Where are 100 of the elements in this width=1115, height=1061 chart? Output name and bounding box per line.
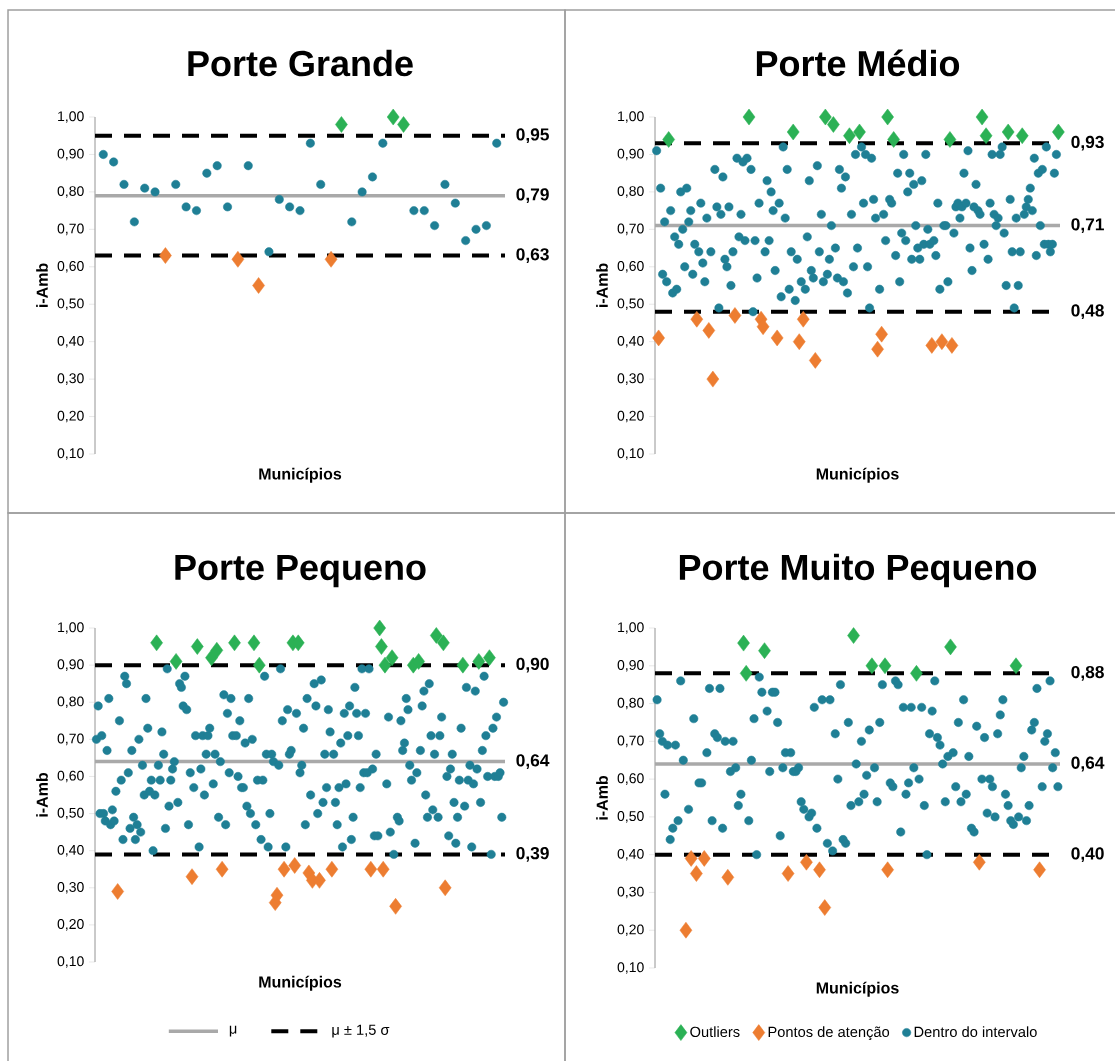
point: [202, 168, 212, 178]
point: [109, 157, 119, 167]
point: [461, 236, 471, 246]
point: [419, 206, 429, 216]
point: [375, 638, 388, 655]
y-tick-label: 0,20: [57, 410, 84, 423]
point: [412, 653, 425, 670]
legend-label: Outliers: [690, 1026, 740, 1038]
ref-line-label: 0,48: [1071, 304, 1104, 320]
point: [813, 861, 826, 879]
text: μ: [229, 1025, 237, 1037]
point: [847, 627, 860, 644]
y-tick-label: 0,30: [617, 886, 644, 899]
point: [129, 217, 139, 227]
point: [376, 860, 390, 878]
ref-line-label: 0,40: [1071, 847, 1104, 863]
y-axis-title: i-Amb: [596, 776, 608, 820]
point: [471, 224, 481, 234]
point: [373, 619, 386, 637]
x-axis-title: Municípios: [816, 981, 899, 997]
point: [347, 217, 357, 227]
point: [887, 131, 900, 148]
point: [437, 634, 450, 652]
y-tick-label: 0,50: [57, 298, 84, 311]
chart-title: Porte Pequeno: [175, 555, 426, 588]
point: [253, 656, 266, 674]
point: [827, 116, 840, 133]
chart-title: Porte Grande: [188, 49, 413, 77]
x-axis-title: Municípios: [259, 467, 342, 483]
y-tick-label: 0,30: [57, 882, 84, 894]
point: [378, 656, 392, 674]
point: [800, 853, 813, 871]
point: [843, 127, 856, 145]
y-tick-label: 0,30: [57, 373, 84, 385]
y-tick-label: 0,50: [57, 807, 84, 820]
point: [397, 116, 410, 133]
legend-label: Dentro do intervalo: [914, 1026, 1037, 1038]
point: [264, 247, 274, 257]
y-tick-label: 1,00: [618, 622, 644, 634]
point: [697, 850, 711, 867]
ref-line-label: 0,90: [516, 657, 549, 673]
point: [781, 865, 795, 882]
point: [277, 860, 291, 878]
point: [1015, 127, 1029, 145]
point: [853, 123, 866, 141]
point: [368, 172, 377, 182]
point: [690, 865, 703, 882]
point: [450, 198, 460, 208]
y-tick-label: 0,80: [617, 186, 644, 198]
point: [809, 352, 822, 369]
ref-line-label: 0,79: [516, 188, 549, 204]
y-tick-label: 0,70: [617, 223, 644, 236]
point: [430, 221, 440, 231]
y-tick-label: 0,20: [617, 924, 644, 937]
x-axis-title: Municípios: [816, 467, 899, 483]
point: [1052, 123, 1065, 141]
point: [975, 108, 989, 126]
y-tick-label: 0,70: [57, 733, 84, 746]
point: [430, 627, 443, 644]
point: [1009, 657, 1023, 675]
ref-line-label: 0,93: [1071, 135, 1104, 151]
point: [944, 638, 957, 656]
y-tick-label: 0,80: [57, 186, 84, 198]
y-tick-label: 0,90: [57, 148, 84, 161]
point: [652, 329, 665, 347]
y-tick-label: 0,50: [617, 298, 644, 311]
point: [223, 202, 232, 212]
point: [243, 161, 253, 171]
point: [910, 665, 923, 682]
point: [210, 642, 224, 659]
point: [483, 649, 496, 666]
point: [215, 860, 229, 878]
y-tick-label: 0,90: [57, 659, 84, 671]
y-tick-label: 0,60: [57, 261, 84, 273]
point: [881, 108, 894, 126]
point: [409, 206, 419, 216]
point: [943, 131, 957, 148]
point: [364, 860, 378, 878]
y-tick-label: 0,90: [617, 660, 644, 672]
point: [492, 138, 502, 148]
point: [357, 187, 367, 197]
point: [295, 206, 305, 216]
point: [945, 337, 959, 354]
legend-label: Pontos de atenção: [768, 1026, 890, 1041]
point: [325, 860, 339, 878]
point: [818, 899, 832, 916]
point: [925, 337, 939, 354]
point: [119, 179, 129, 189]
point: [150, 634, 163, 652]
ref-line-label: 0,63: [516, 248, 549, 263]
point: [385, 649, 399, 666]
point: [742, 108, 756, 126]
ref-line-label: 0,95: [516, 128, 549, 144]
point: [739, 665, 753, 682]
point: [324, 251, 338, 268]
point: [1033, 861, 1046, 879]
y-tick-label: 0,70: [57, 223, 84, 236]
point: [212, 161, 222, 171]
point: [728, 307, 742, 324]
y-axis-title: i-Amb: [596, 263, 608, 308]
